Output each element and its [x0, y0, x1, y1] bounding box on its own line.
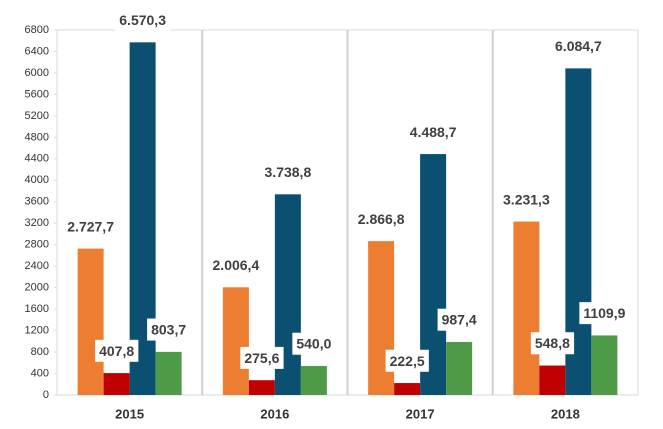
bar: [446, 341, 473, 395]
value-label: 222,5: [390, 353, 425, 369]
value-label: 803,7: [151, 322, 186, 338]
y-tick-label: 2800: [25, 239, 49, 251]
label-background: [292, 332, 336, 355]
y-tick-label: 4800: [25, 131, 49, 143]
value-label: 6.084,7: [555, 38, 602, 54]
y-tick-label: 6800: [25, 24, 49, 36]
y-tick-label: 0: [43, 389, 49, 401]
bar: [591, 335, 618, 395]
value-label: 548,8: [535, 335, 570, 351]
value-label: 3.231,3: [503, 191, 550, 207]
label-background: [530, 332, 575, 355]
value-label: 4.488,7: [410, 124, 457, 140]
x-tick-label: 2017: [406, 406, 435, 421]
bar: [222, 287, 249, 395]
value-label: 2.866,8: [358, 211, 405, 227]
value-label: 1109,9: [583, 305, 625, 321]
bar: [300, 366, 327, 395]
bar: [368, 241, 395, 395]
bar: [394, 383, 421, 395]
y-tick-label: 6400: [25, 45, 49, 57]
label-background: [95, 339, 139, 362]
y-tick-label: 800: [31, 346, 49, 358]
bar: [513, 221, 540, 395]
value-label: 3.738,8: [265, 164, 312, 180]
label-background: [115, 9, 171, 32]
x-tick-label: 2016: [260, 406, 289, 421]
y-tick-label: 1600: [25, 303, 49, 315]
y-tick-label: 3200: [25, 217, 49, 229]
y-tick-label: 5600: [25, 88, 49, 100]
y-tick-label: 2400: [25, 260, 49, 272]
y-tick-label: 3600: [25, 196, 49, 208]
value-label: 2.006,4: [213, 257, 260, 273]
value-label: 275,6: [244, 350, 279, 366]
y-tick-label: 5200: [25, 110, 49, 122]
y-tick-label: 1200: [25, 324, 49, 336]
value-label: 407,8: [99, 343, 134, 359]
label-background: [385, 349, 429, 372]
bar: [248, 380, 275, 395]
value-label: 987,4: [442, 312, 477, 328]
label-background: [499, 188, 554, 211]
bar: [103, 373, 130, 395]
bar: [155, 351, 182, 395]
value-label: 540,0: [296, 336, 331, 352]
x-tick-label: 2018: [551, 406, 580, 421]
label-background: [579, 302, 630, 325]
label-background: [208, 254, 264, 277]
y-tick-label: 400: [31, 367, 49, 379]
label-background: [63, 215, 119, 238]
label-background: [240, 346, 284, 369]
label-background: [405, 120, 461, 143]
y-tick-label: 4000: [25, 174, 49, 186]
y-tick-label: 4400: [25, 153, 49, 165]
value-label: 6.570,3: [119, 12, 166, 28]
label-background: [147, 318, 191, 341]
bar: [539, 365, 566, 395]
y-tick-label: 2000: [25, 282, 49, 294]
label-background: [437, 308, 481, 331]
y-tick-label: 6000: [25, 67, 49, 79]
bar: [77, 248, 104, 395]
label-background: [551, 35, 606, 58]
label-background: [260, 161, 316, 184]
value-label: 2.727,7: [67, 218, 114, 234]
label-background: [353, 207, 409, 230]
x-tick-label: 2015: [115, 406, 144, 421]
